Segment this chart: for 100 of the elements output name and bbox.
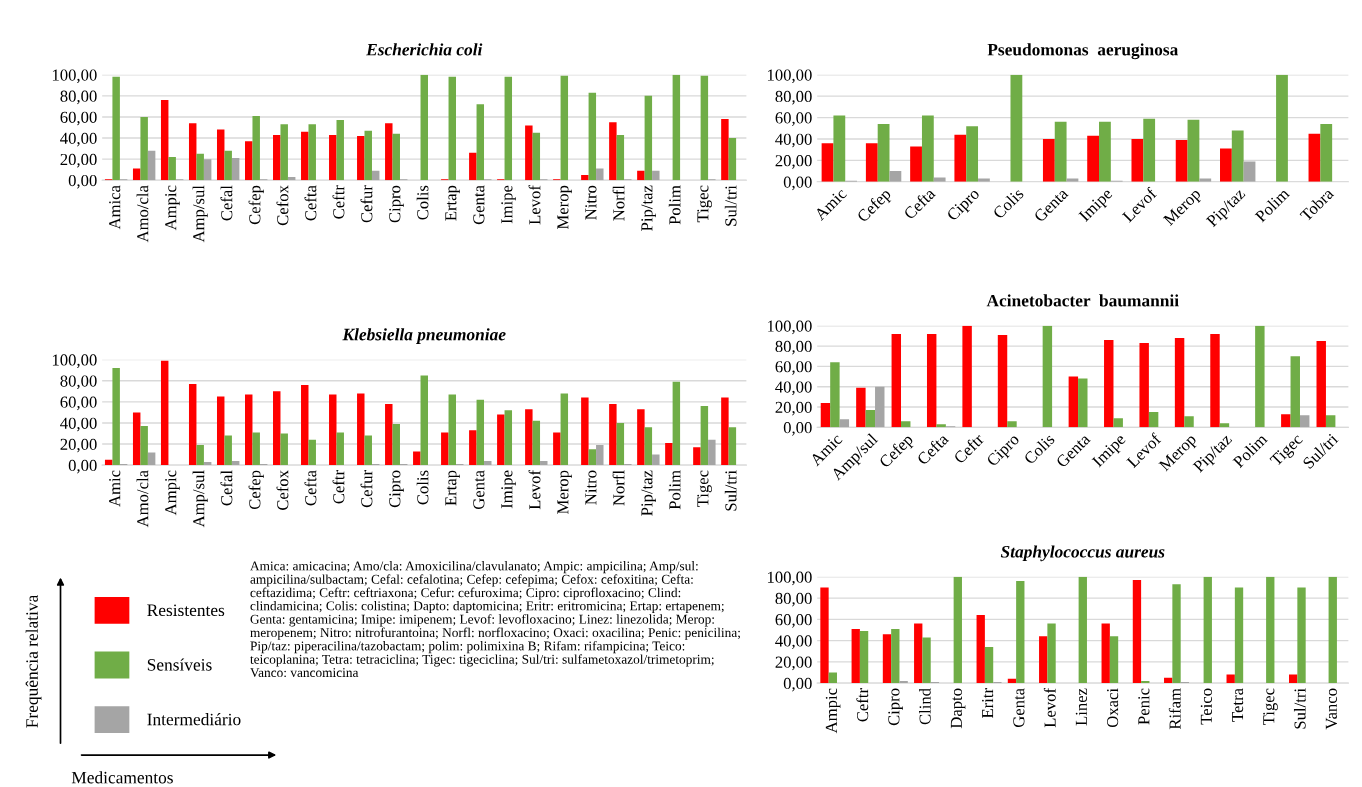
y-tick-label: 0,00	[783, 422, 812, 436]
bar	[984, 646, 994, 684]
x-tick-label: Sul/tri	[724, 185, 737, 226]
bar	[448, 76, 457, 181]
bar	[828, 672, 837, 684]
bar	[1010, 74, 1023, 182]
bar	[901, 421, 911, 428]
bar	[899, 680, 908, 684]
x-tick-label: Cefta	[304, 470, 317, 506]
y-tick-label: 40,00	[60, 132, 97, 147]
x-tick-label: Cefur	[360, 185, 373, 223]
bar	[820, 402, 831, 428]
y-tick-label: 80,00	[775, 90, 812, 105]
bar	[1220, 148, 1232, 182]
bar	[1203, 576, 1212, 684]
y-tick-label: 0,00	[783, 176, 812, 191]
x-tick-label: Ampic	[165, 470, 180, 516]
y-tick-label: 80,00	[775, 592, 812, 607]
chart-title: Staphylococcus aureus	[1000, 545, 1165, 562]
x-tick-label: Cipro	[389, 470, 404, 508]
bar	[728, 138, 737, 181]
bar	[1042, 138, 1055, 182]
x-tick-label: Polim	[668, 185, 681, 225]
bar	[1139, 343, 1149, 428]
bar	[1289, 674, 1298, 684]
x-tick-label: Eritr	[982, 688, 994, 719]
x-tick-label: Colis	[416, 470, 429, 505]
bar	[1007, 421, 1017, 428]
y-tick-label: 80,00	[60, 90, 97, 105]
bar	[1099, 121, 1111, 182]
bar	[966, 126, 979, 182]
bar	[1132, 580, 1142, 684]
x-tick-label: Norfl	[612, 185, 625, 221]
bar	[252, 432, 260, 466]
bar	[385, 403, 393, 466]
bar	[820, 587, 829, 684]
bar	[504, 76, 513, 181]
x-tick-label: Cefta	[915, 432, 950, 466]
y-tick-label: 100,00	[767, 571, 812, 586]
bar	[1104, 340, 1114, 428]
bar	[188, 123, 197, 181]
bar	[525, 409, 533, 466]
x-tick-label: Ceftr	[332, 185, 345, 219]
bar	[865, 143, 878, 182]
bar	[882, 634, 892, 684]
bar	[336, 432, 344, 466]
x-tick-label: Tigec	[697, 185, 712, 223]
bar	[308, 439, 316, 466]
bar	[581, 174, 589, 181]
bar	[413, 451, 421, 466]
y-tick-label: 20,00	[60, 153, 97, 168]
bar	[301, 131, 309, 181]
bar	[851, 628, 860, 684]
legend-label: Sensíveis	[147, 658, 212, 671]
x-tick-label: Colis	[1022, 432, 1056, 465]
x-tick-label: Tigec	[697, 470, 712, 508]
bar	[644, 427, 653, 466]
bar	[160, 100, 169, 181]
bar	[231, 158, 240, 181]
bar	[672, 74, 681, 181]
y-tick-label: 60,00	[775, 361, 812, 375]
bar	[160, 360, 169, 466]
y-tick-label: 60,00	[775, 112, 812, 126]
bar	[357, 393, 365, 466]
legend-label: Resistentes	[147, 604, 225, 617]
bar	[1325, 415, 1336, 428]
bar	[693, 447, 701, 466]
bar	[910, 146, 922, 182]
bar	[252, 115, 260, 181]
x-tick-label: Sul/tri	[724, 470, 737, 511]
bar	[216, 129, 225, 181]
bar	[112, 368, 120, 466]
x-tick-label: Merop	[557, 185, 572, 230]
bar	[1068, 376, 1079, 428]
x-tick-label: Ceftr	[332, 470, 345, 504]
bar	[1255, 325, 1265, 428]
bar	[997, 334, 1008, 428]
bar	[1210, 333, 1220, 428]
bar	[830, 362, 840, 428]
bar	[140, 426, 148, 466]
bar	[1328, 576, 1337, 684]
bar	[1308, 133, 1321, 182]
y-tick-label: 20,00	[775, 401, 812, 416]
bar	[700, 406, 709, 466]
bar	[476, 104, 485, 181]
x-tick-label: Cipro	[389, 185, 404, 223]
bar	[588, 92, 597, 181]
bar	[1320, 124, 1333, 182]
bar	[112, 76, 120, 181]
bar	[652, 170, 660, 181]
bar	[976, 615, 985, 684]
bar	[497, 414, 505, 466]
bar	[308, 124, 316, 181]
bar	[168, 157, 176, 181]
x-tick-label: Penic	[1138, 688, 1150, 725]
bar	[616, 422, 625, 466]
bar	[1226, 674, 1235, 684]
bar	[859, 631, 869, 684]
x-tick-label: Cefta	[304, 185, 317, 221]
bar	[273, 134, 281, 181]
